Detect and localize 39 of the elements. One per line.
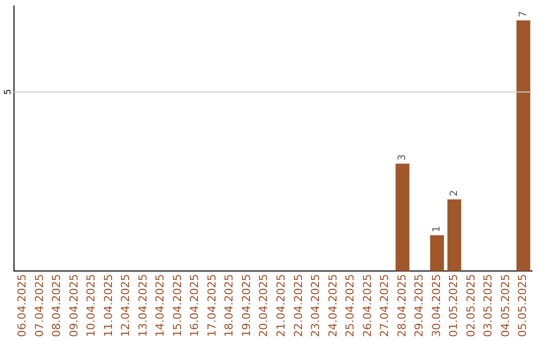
x-tick-label: 26.04.2025: [360, 274, 374, 338]
x-tick-label: 15.04.2025: [170, 274, 184, 338]
x-tick-label: 13.04.2025: [136, 274, 150, 338]
x-tick-label: 09.04.2025: [67, 274, 80, 338]
x-tick-label: 21.04.2025: [274, 274, 288, 338]
x-tick-label: 24.04.2025: [326, 274, 340, 338]
x-tick-label: 16.04.2025: [188, 274, 202, 338]
data-label: 3: [397, 154, 408, 161]
x-tick-label: 30.04.2025: [430, 274, 443, 338]
x-tick-label: 07.04.2025: [32, 274, 46, 338]
x-tick-label: 17.04.2025: [205, 274, 218, 338]
x-tick-label: 23.04.2025: [309, 274, 322, 338]
x-tick-label: 12.04.2025: [119, 274, 132, 338]
data-label: 7: [518, 10, 529, 18]
x-tick-label: 18.04.2025: [222, 274, 236, 338]
x-tick-label: 29.04.2025: [412, 274, 426, 338]
x-tick-label: 04.05.2025: [498, 274, 512, 338]
data-label: 1: [432, 226, 443, 232]
x-tick-label: 05.05.2025: [516, 274, 530, 338]
x-tick-label: 22.04.2025: [292, 274, 305, 338]
bar: [430, 235, 444, 272]
x-tick-label: 01.05.2025: [447, 274, 460, 338]
x-tick-label: 06.04.2025: [15, 274, 28, 338]
x-tick-label: 27.04.2025: [378, 274, 392, 338]
x-tick-label: 08.04.2025: [50, 274, 64, 338]
x-tick-label: 03.05.2025: [482, 274, 495, 338]
bar: [516, 20, 530, 272]
x-tick-label: 02.05.2025: [464, 274, 478, 338]
x-tick-label: 11.04.2025: [102, 274, 115, 338]
data-label: 2: [448, 190, 460, 196]
x-tick-label: 20.04.2025: [257, 274, 270, 338]
x-tick-label: 25.04.2025: [344, 274, 357, 338]
x-tick-label: 19.04.2025: [240, 274, 253, 338]
ref-line-label: 5: [3, 89, 14, 95]
x-tick-label: 28.04.2025: [395, 274, 408, 338]
bar: [447, 199, 462, 272]
x-tick-label: 14.04.2025: [154, 274, 167, 338]
x-tick-label: 10.04.2025: [84, 274, 98, 338]
bar: [396, 164, 410, 272]
